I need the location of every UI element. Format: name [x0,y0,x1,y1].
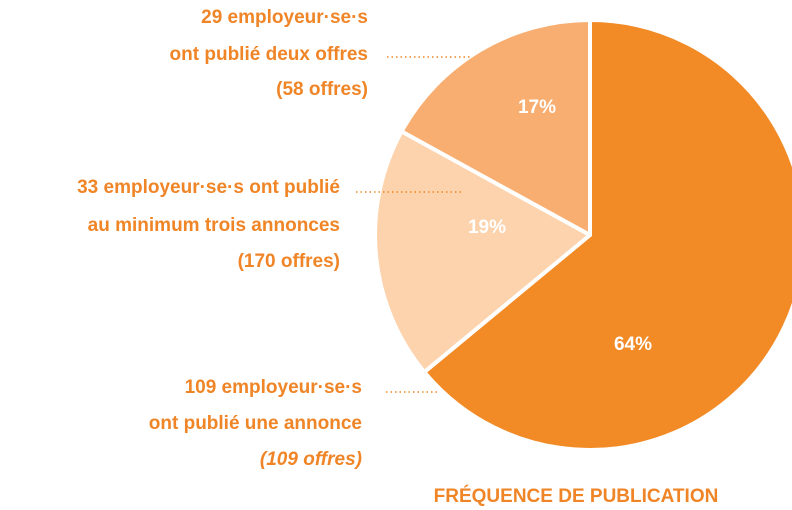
slice-label: au minimum trois annonces [88,215,340,236]
slice-percent-label: 17% [518,97,556,118]
slice-label: ont publié une annonce [149,413,362,434]
slice-label: 29 employeur·se·s [201,7,368,28]
slice-percent-label: 64% [614,334,652,355]
pie-slice [399,18,592,237]
slice-label: 33 employeur·se·s ont publié [77,177,340,198]
slice-percent-label: 19% [468,217,506,238]
slice-label: (109 offres) [260,449,362,470]
chart-title: FRÉQUENCE DE PUBLICATION [434,485,719,507]
slice-label: 109 employeur·se·s [185,377,362,398]
slice-label: (58 offres) [276,79,368,100]
slice-label: (170 offres) [238,251,340,272]
pie-slice [422,18,792,452]
slice-label: ont publié deux offres [170,44,368,65]
